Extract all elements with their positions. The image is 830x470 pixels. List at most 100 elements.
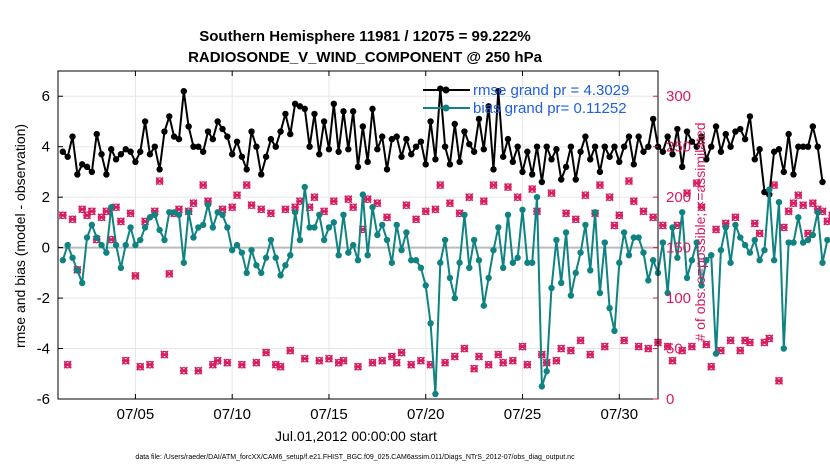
rmse-point <box>316 151 323 158</box>
rmse-point <box>93 130 100 138</box>
bias-point <box>775 199 783 206</box>
bias-point <box>282 262 289 269</box>
bias-point <box>480 302 488 309</box>
bias-point <box>59 257 67 264</box>
bias-point <box>630 234 638 241</box>
obs-assimilated-marker <box>523 360 532 369</box>
obs-assimilated-marker <box>179 366 188 375</box>
obs-assimilated-marker <box>649 213 658 222</box>
rmse-point <box>770 148 778 155</box>
legend-rmse-marker <box>442 86 450 94</box>
rmse-point <box>141 118 149 125</box>
bias-point <box>514 254 521 261</box>
rmse-point <box>737 125 744 133</box>
obs-assimilated-marker <box>682 189 692 198</box>
obs-assimilated-marker <box>620 336 629 345</box>
rmse-point <box>311 110 318 118</box>
obs-assimilated-marker <box>407 360 416 369</box>
bias-point <box>185 209 192 216</box>
bias-point <box>533 193 541 201</box>
rmse-point <box>490 166 497 173</box>
rmse-point <box>340 108 347 115</box>
rmse-point <box>258 171 265 178</box>
rmse-point <box>262 153 270 160</box>
obs-assimilated-marker <box>131 271 140 280</box>
bias-point <box>422 282 429 289</box>
bias-point <box>103 249 110 256</box>
y-axis-label: rmse and bias (model - observation) <box>12 124 28 348</box>
legend-rmse-label: rmse grand pr = 4.3029 <box>473 82 629 99</box>
obs-assimilated-marker <box>624 176 634 186</box>
rmse-point <box>175 135 183 143</box>
bias-point <box>558 279 565 287</box>
obs-assimilated-marker <box>199 180 208 190</box>
bias-point <box>756 257 763 264</box>
obs-assimilated-marker <box>726 336 735 345</box>
obs-assimilated-marker <box>450 352 459 361</box>
rmse-point <box>620 143 628 150</box>
bias-point <box>504 211 512 219</box>
bias-point <box>224 224 231 231</box>
chart-subtitle: RADIOSONDE_V_WIND_COMPONENT @ 250 hPa <box>188 49 543 66</box>
rmse-point <box>751 156 758 163</box>
bias-point <box>432 390 439 398</box>
bias-point <box>219 211 226 219</box>
bias-point <box>456 259 463 266</box>
obs-assimilated-marker <box>300 354 309 363</box>
bias-point <box>69 254 76 261</box>
bias-point <box>427 320 434 327</box>
series-layer <box>59 85 830 398</box>
rmse-point <box>354 163 362 171</box>
y-tick-label: 0 <box>42 240 50 257</box>
obs-assimilated-marker <box>63 360 72 369</box>
obs-assimilated-marker <box>547 189 556 198</box>
obs-assimilated-marker <box>445 199 455 208</box>
obs-assimilated-marker <box>266 209 275 218</box>
obs-assimilated-marker <box>116 217 125 226</box>
obs-assimilated-marker <box>353 362 363 371</box>
rmse-point <box>180 87 188 95</box>
bias-point <box>127 224 134 231</box>
bias-point <box>664 289 671 297</box>
obs-assimilated-marker <box>257 205 266 214</box>
obs-assimilated-marker <box>392 358 401 367</box>
bias-point <box>717 246 725 254</box>
rmse-point <box>717 148 725 155</box>
rmse-point <box>708 143 715 150</box>
bias-point <box>601 239 608 246</box>
obs-assimilated-marker <box>363 195 372 204</box>
bias-point <box>112 241 120 249</box>
x-tick-label: 07/10 <box>213 406 251 423</box>
bias-point <box>248 246 255 254</box>
obs-assimilated-marker <box>615 211 624 220</box>
rmse-point <box>548 156 555 163</box>
x-tick-label: 07/15 <box>310 406 348 423</box>
rmse-series-line <box>62 87 824 196</box>
obs-assimilated-marker <box>799 201 808 210</box>
bias-point <box>485 274 492 282</box>
rmse-point <box>117 151 125 158</box>
bias-point <box>466 264 473 271</box>
bias-point <box>553 236 560 244</box>
rmse-point <box>509 158 517 166</box>
y-tick-label: -6 <box>37 391 50 408</box>
bias-point <box>741 241 749 249</box>
bias-point <box>408 257 415 264</box>
bias-point <box>393 221 400 229</box>
y2-tick-label: 250 <box>666 139 691 156</box>
bias-point <box>243 269 250 277</box>
bias-point <box>330 219 338 226</box>
bias-point <box>688 257 696 264</box>
bias-point <box>524 259 531 266</box>
rmse-point <box>456 158 463 166</box>
bias-point <box>306 224 313 231</box>
y-tick-label: -4 <box>37 341 50 358</box>
bias-point <box>678 209 686 216</box>
obs-assimilated-marker <box>291 203 300 212</box>
rmse-point <box>204 128 212 135</box>
rmse-point <box>369 105 376 113</box>
rmse-point <box>446 161 454 168</box>
bias-point <box>751 236 758 244</box>
bias-point <box>267 236 275 244</box>
bias-point <box>93 234 100 241</box>
